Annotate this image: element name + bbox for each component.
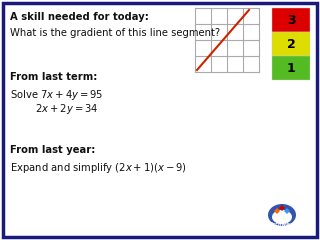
- Text: A skill needed for today:: A skill needed for today:: [10, 12, 149, 22]
- Text: $2x + 2y = 34$: $2x + 2y = 34$: [10, 102, 99, 116]
- Bar: [272, 56, 310, 80]
- Text: Archway: Archway: [270, 222, 294, 227]
- Ellipse shape: [272, 210, 292, 224]
- Text: From last term:: From last term:: [10, 72, 97, 82]
- Text: What is the gradient of this line segment?: What is the gradient of this line segmen…: [10, 28, 220, 38]
- Text: From last year:: From last year:: [10, 145, 95, 155]
- Text: 2: 2: [287, 37, 295, 50]
- Ellipse shape: [268, 204, 296, 226]
- Text: Solve $7x + 4y = 95$: Solve $7x + 4y = 95$: [10, 88, 103, 102]
- Text: Learning Trust: Learning Trust: [268, 226, 296, 230]
- Bar: [272, 32, 310, 56]
- Text: Expand and simplify $(2x + 1)(x - 9)$: Expand and simplify $(2x + 1)(x - 9)$: [10, 161, 187, 175]
- Text: 3: 3: [287, 13, 295, 26]
- Text: 1: 1: [287, 61, 295, 74]
- Bar: [272, 8, 310, 32]
